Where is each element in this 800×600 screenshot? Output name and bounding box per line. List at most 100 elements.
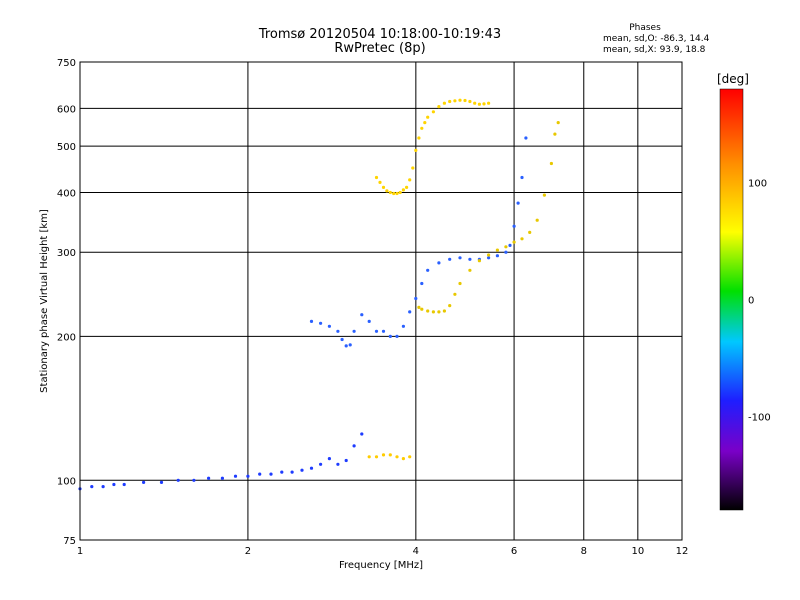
data-point [417,136,421,140]
data-point [468,257,472,261]
data-point [556,121,560,125]
x-tick-label: 12 [676,546,689,557]
data-point [401,457,405,461]
data-point [437,105,441,109]
data-point [405,185,409,189]
x-tick-label: 10 [631,546,644,557]
y-tick-label: 200 [57,332,76,343]
data-point [504,245,508,249]
data-point [549,161,554,166]
data-point [280,470,284,474]
data-point [431,310,435,314]
data-point [473,101,477,105]
data-point [207,476,211,480]
data-point [360,432,364,436]
data-point [401,324,405,328]
x-tick-label: 1 [77,546,83,557]
data-point [448,257,452,261]
data-point [468,268,472,272]
y-tick-label: 100 [57,476,76,487]
y-tick-labels: 75 100 200 300 400 500 600 750 [57,58,76,547]
grid-lines [80,62,682,540]
colorbar [719,88,744,511]
data-point [528,230,532,234]
chart-title: Tromsø 20120504 10:18:00-10:19:43 [258,27,502,42]
data-point [381,185,386,189]
y-tick-label: 75 [63,536,76,547]
data-point [385,189,389,193]
data-point [482,102,486,106]
phases-title: Phases [629,23,661,33]
data-point [101,485,105,489]
data-point [504,250,508,254]
data-point [269,472,273,476]
data-point [352,444,356,448]
data-point [448,99,452,104]
data-point [512,240,516,244]
colorbar-tick-labels: 100 0 -100 [748,179,771,424]
data-point [520,237,524,241]
data-point [512,224,516,228]
data-point [414,148,418,152]
x-tick-label: 6 [511,546,517,557]
data-point [520,175,524,180]
y-tick-label: 400 [57,188,76,199]
data-point [122,482,126,487]
data-point [453,99,457,103]
data-point [401,188,405,192]
data-point [516,201,520,205]
data-point [192,478,196,482]
data-point [367,319,371,323]
data-point [381,329,386,333]
data-point [458,98,462,102]
phases-x-stats: mean, sd,X: 93.9, 18.8 [603,45,706,55]
data-point [112,482,116,487]
data-point [352,329,356,333]
x-tick-label: 4 [413,546,419,557]
plot-frame [79,61,683,541]
data-point [336,462,340,466]
data-point [553,132,557,136]
data-point [487,256,491,260]
data-point [477,259,481,263]
data-point [159,480,164,484]
y-tick-label: 750 [57,58,76,69]
data-point [448,304,452,308]
x-tick-labels: 1 2 4 6 8 10 12 [77,546,689,557]
y-tick-label: 300 [57,248,76,259]
data-point [420,307,424,311]
data-point [453,292,457,296]
data-point [309,466,314,470]
data-points [78,98,560,491]
data-point [468,99,472,104]
data-point [535,218,539,222]
x-tick-label: 2 [245,546,251,557]
data-point [477,102,481,106]
data-point [327,457,331,461]
data-point [381,453,386,457]
data-point [414,296,418,301]
data-point [458,256,462,260]
data-point [360,313,364,317]
data-point [508,243,512,247]
data-point [420,281,424,286]
data-point [411,166,415,170]
data-point [309,319,314,323]
data-point [426,309,430,313]
data-point [290,470,294,474]
data-point [408,310,412,314]
data-point [408,455,412,459]
y-tick-label: 500 [57,142,76,153]
data-point [417,305,421,309]
data-point [442,309,446,313]
data-point [437,261,441,265]
data-point [495,248,499,252]
data-point [463,98,467,103]
y-axis-label: Stationary phase Virtual Height [km] [39,209,50,393]
data-point [319,462,323,466]
data-point [233,474,238,478]
data-point [374,455,379,459]
data-point [408,178,412,182]
data-point [300,468,304,472]
